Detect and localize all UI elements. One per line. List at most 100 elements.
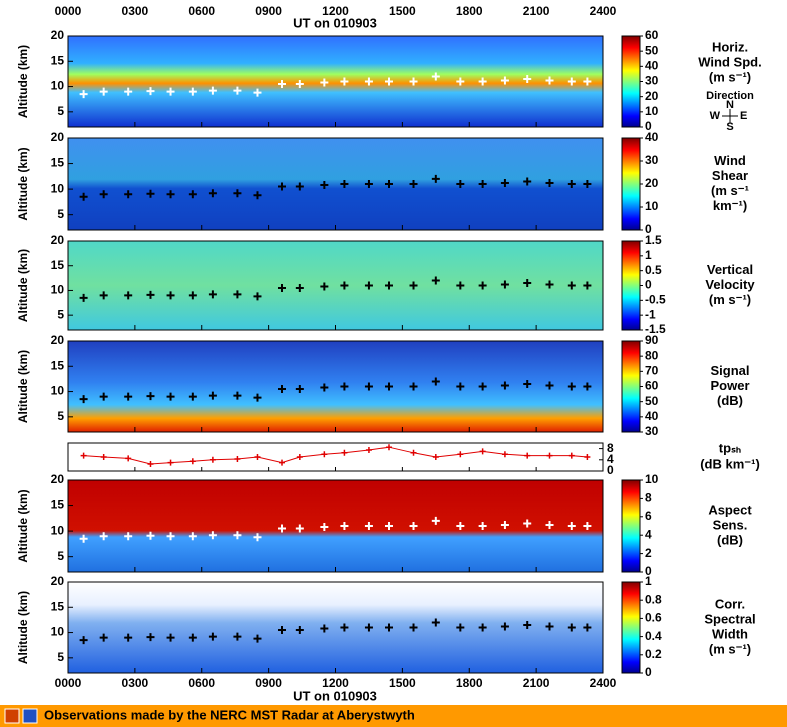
heatmap-field xyxy=(68,241,603,330)
y-tick-label: 15 xyxy=(51,258,65,272)
colorbar-tick-label: 40 xyxy=(645,409,659,423)
tropopause-marker xyxy=(431,618,440,627)
colorbar-label: Shear xyxy=(712,168,748,183)
tropopause-marker xyxy=(166,87,175,96)
colorbar xyxy=(621,479,641,573)
tropopause-marker xyxy=(409,522,418,530)
colorbar-label: (dB) xyxy=(717,532,743,547)
tropopause-marker xyxy=(364,281,373,290)
colorbar-label: (dB) xyxy=(717,393,743,408)
tropopause-marker xyxy=(478,382,487,391)
tropopause-marker xyxy=(278,80,286,89)
colorbar-tick-label: -1.5 xyxy=(645,322,666,336)
y-tick-label: 8 xyxy=(607,441,614,455)
y-tick-label: 20 xyxy=(51,130,65,144)
tropopause-marker xyxy=(278,626,286,635)
tropopause-marker xyxy=(409,623,418,632)
tropopause-marker xyxy=(253,393,262,402)
point xyxy=(100,454,107,460)
tropopause-marker xyxy=(567,180,576,188)
y-axis-label: Altitude (km) xyxy=(16,350,30,423)
y-tick-label: 5 xyxy=(57,207,64,221)
y-tick-label: 10 xyxy=(51,523,65,537)
colorbar-tick-label: 1 xyxy=(645,248,652,262)
y-tick-label: 5 xyxy=(57,104,64,118)
tropopause-marker xyxy=(431,516,440,525)
y-tick-label: 20 xyxy=(51,333,65,347)
tropopause-marker xyxy=(295,283,304,292)
y-tick-label: 4 xyxy=(607,452,614,466)
y-tick-label: 5 xyxy=(57,549,64,563)
tropopause-marker xyxy=(99,87,108,96)
colorbar-tick-label: 20 xyxy=(645,176,659,190)
tropopause-marker xyxy=(99,532,108,541)
tropopause-marker xyxy=(364,382,373,391)
point xyxy=(546,452,553,459)
point xyxy=(386,444,392,451)
tropopause-marker xyxy=(478,281,487,290)
tropopause-marker xyxy=(295,626,304,635)
x-tick-label: 2100 xyxy=(523,4,550,18)
y-axis-label: Altitude (km) xyxy=(16,147,30,220)
tropopause-marker xyxy=(340,77,349,86)
point xyxy=(479,448,486,455)
colorbar-tick-label: 0.5 xyxy=(645,263,662,277)
point xyxy=(365,447,372,453)
y-axis-label: Altitude (km) xyxy=(16,45,30,118)
point xyxy=(568,452,575,459)
tropopause-marker xyxy=(146,392,155,401)
tropopause-marker xyxy=(583,180,592,188)
tropopause-marker xyxy=(478,180,487,188)
y-tick-label: 10 xyxy=(51,283,65,297)
colorbar-tick-label: -0.5 xyxy=(645,293,666,307)
x-tick-label: 1500 xyxy=(389,4,416,18)
y-tick-label: 15 xyxy=(51,358,65,372)
tropopause-marker xyxy=(567,77,576,86)
tropopause-marker xyxy=(431,276,440,285)
panel-frame xyxy=(67,479,604,573)
point xyxy=(167,459,174,466)
bottom-axis-title: UT on 010903 xyxy=(293,688,377,703)
tropopause-marker xyxy=(456,180,465,188)
tropopause-marker xyxy=(500,178,509,187)
colorbar-label: (m s⁻¹) xyxy=(709,69,751,84)
tropopause-marker xyxy=(79,293,88,302)
panel-frame xyxy=(67,442,604,472)
tropopause-marker xyxy=(583,281,592,290)
colorbar-label: Corr. xyxy=(715,596,745,611)
tropopause-marker xyxy=(233,189,242,198)
tropopause-marker xyxy=(79,90,88,99)
tropopause-marker xyxy=(523,177,532,186)
tropopause-marker xyxy=(431,174,440,183)
colorbar-label: (m s⁻¹) xyxy=(709,292,751,307)
tropopause-marker xyxy=(545,178,554,187)
compass-w: W xyxy=(710,110,721,122)
colorbar-tick-label: 0.2 xyxy=(645,647,662,661)
tropopause-marker xyxy=(456,281,465,290)
footer-icon xyxy=(22,708,38,724)
tropopause-marker xyxy=(320,78,329,87)
panel-frame xyxy=(67,340,604,433)
colorbar-tick-label: -1 xyxy=(645,307,656,321)
point xyxy=(125,455,132,462)
tropopause-marker xyxy=(500,520,509,529)
colorbar-tick-label: 0 xyxy=(645,564,652,578)
tropopause-marker xyxy=(364,77,373,86)
colorbar-tick-label: 0.6 xyxy=(645,611,662,625)
tropopause-marker xyxy=(431,72,440,81)
x-tick-label: 0000 xyxy=(55,4,82,18)
x-tick-label: 0300 xyxy=(122,4,149,18)
tropopause-marker xyxy=(364,180,373,188)
tropopause-marker xyxy=(253,191,262,200)
colorbar-label: Signal xyxy=(710,363,749,378)
x-tick-label: 2100 xyxy=(523,676,550,690)
point xyxy=(209,456,216,463)
y-tick-label: 20 xyxy=(51,28,65,42)
y-tick-label: 15 xyxy=(51,498,65,512)
tropopause-marker xyxy=(478,522,487,530)
colorbar-tick-label: 4 xyxy=(645,527,652,541)
colorbar-tick-label: 8 xyxy=(645,491,652,505)
tropopause-marker xyxy=(233,531,242,540)
tropopause-marker xyxy=(278,182,286,191)
point xyxy=(80,452,87,459)
